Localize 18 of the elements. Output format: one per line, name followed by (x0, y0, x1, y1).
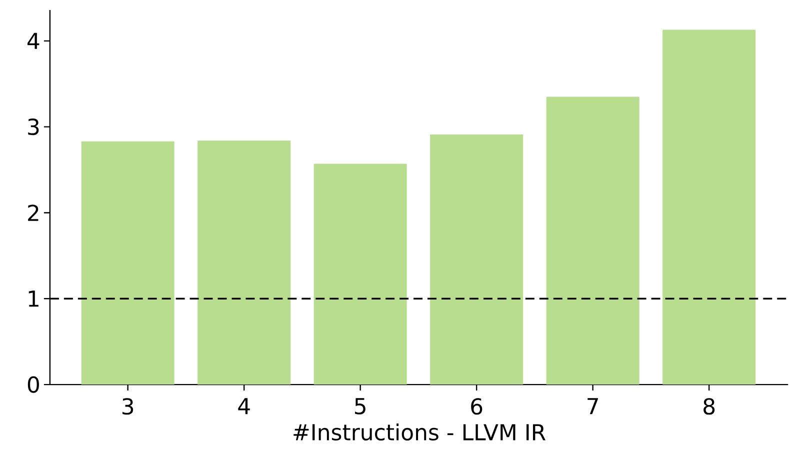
x-tick-label: 5 (355, 398, 366, 414)
y-tick-label: 1 (28, 290, 38, 306)
bar (198, 140, 291, 384)
y-tick-label: 0 (28, 376, 39, 393)
x-axis-title: #Instructions - LLVM IR (294, 423, 546, 440)
x-tick-label: 7 (588, 398, 598, 414)
y-tick-label: 3 (28, 118, 39, 135)
bar (662, 30, 756, 384)
x-tick-label: 3 (122, 398, 134, 414)
bar (314, 164, 407, 384)
bar (430, 134, 524, 384)
bar (546, 96, 640, 384)
y-tick-label: 2 (28, 204, 38, 221)
y-tick-label: 4 (28, 32, 40, 49)
x-tick-label: 6 (471, 398, 482, 414)
x-tick-label: 8 (704, 398, 715, 414)
bar (81, 141, 174, 384)
x-tick-label: 4 (238, 398, 250, 414)
